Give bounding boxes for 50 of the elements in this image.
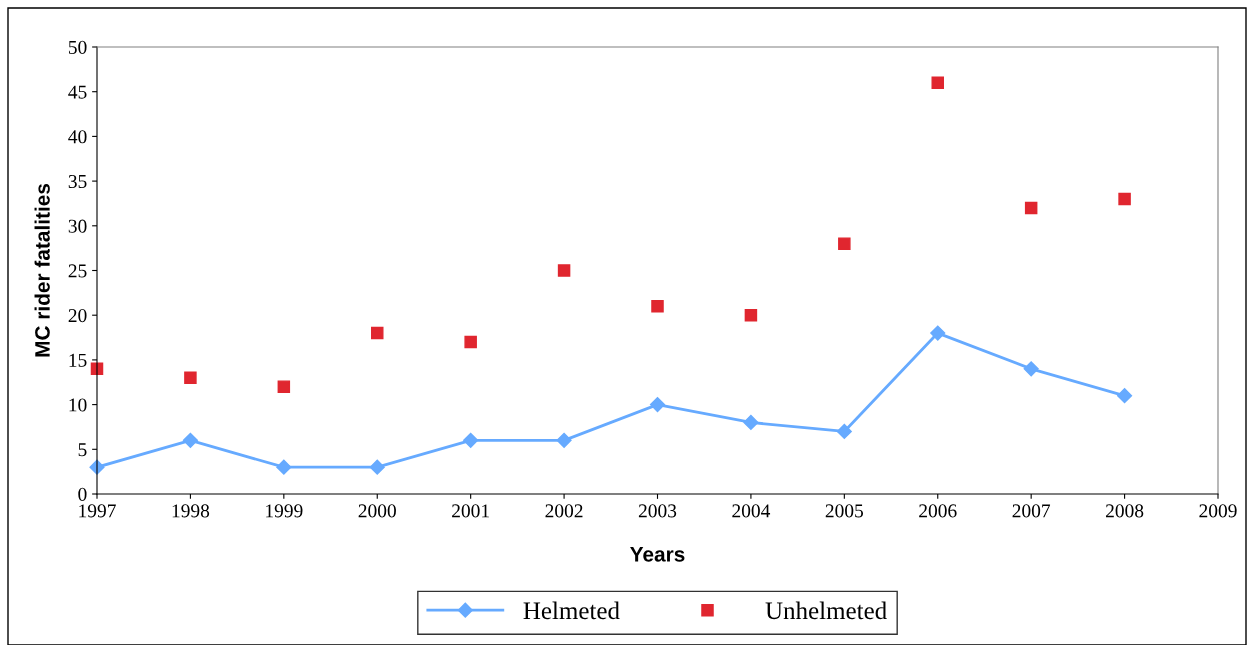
- x-tick-label: 2000: [358, 504, 396, 518]
- point: [276, 459, 292, 475]
- x-tick-label: 2009: [1199, 504, 1237, 518]
- x-tick-label: 2007: [1012, 504, 1051, 518]
- point: [743, 414, 759, 431]
- y-tick-label: 35: [68, 174, 87, 189]
- point: [277, 380, 291, 393]
- x-tick-label: 2004: [732, 504, 771, 518]
- point: [836, 423, 852, 439]
- point: [370, 326, 384, 340]
- point: [1024, 201, 1038, 215]
- x-tick-label: 2001: [452, 504, 489, 518]
- y-axis-title: MC rider fatalities: [34, 183, 50, 357]
- point: [930, 325, 946, 341]
- x-tick-label: 1997: [79, 504, 116, 518]
- point: [931, 76, 945, 90]
- legend-label: Helmeted: [523, 601, 620, 620]
- x-tick-label: 2003: [638, 504, 677, 518]
- y-tick-label: 30: [68, 219, 87, 233]
- point: [744, 308, 758, 322]
- y-tick-label: 50: [68, 40, 87, 54]
- y-tick-label: 40: [68, 130, 87, 144]
- point: [838, 237, 851, 250]
- x-axis-title: Years: [630, 547, 685, 562]
- point: [1117, 388, 1133, 404]
- x-tick-label: 1999: [266, 504, 303, 518]
- point: [1023, 361, 1039, 377]
- point: [557, 264, 571, 277]
- x-tick-label: 2006: [919, 504, 957, 518]
- point: [369, 459, 385, 475]
- x-tick-label: 2002: [545, 504, 583, 518]
- point: [463, 432, 479, 448]
- y-tick-label: 45: [68, 85, 87, 99]
- y-tick-label: 0: [78, 487, 87, 501]
- point: [1118, 192, 1131, 206]
- point: [649, 397, 666, 413]
- x-tick-label: 2008: [1105, 504, 1144, 518]
- y-tick-label: 10: [69, 398, 87, 412]
- point: [556, 432, 572, 448]
- point: [464, 335, 477, 349]
- y-tick-label: 15: [69, 353, 87, 367]
- y-tick-label: 5: [78, 443, 87, 457]
- y-tick-label: 20: [68, 309, 87, 323]
- point: [184, 371, 197, 385]
- y-tick-label: 25: [68, 264, 87, 278]
- point: [182, 432, 198, 448]
- x-tick-label: 1998: [172, 504, 210, 518]
- point: [651, 300, 664, 313]
- legend-label: Unhelmeted: [765, 601, 887, 620]
- x-tick-label: 2005: [825, 504, 864, 518]
